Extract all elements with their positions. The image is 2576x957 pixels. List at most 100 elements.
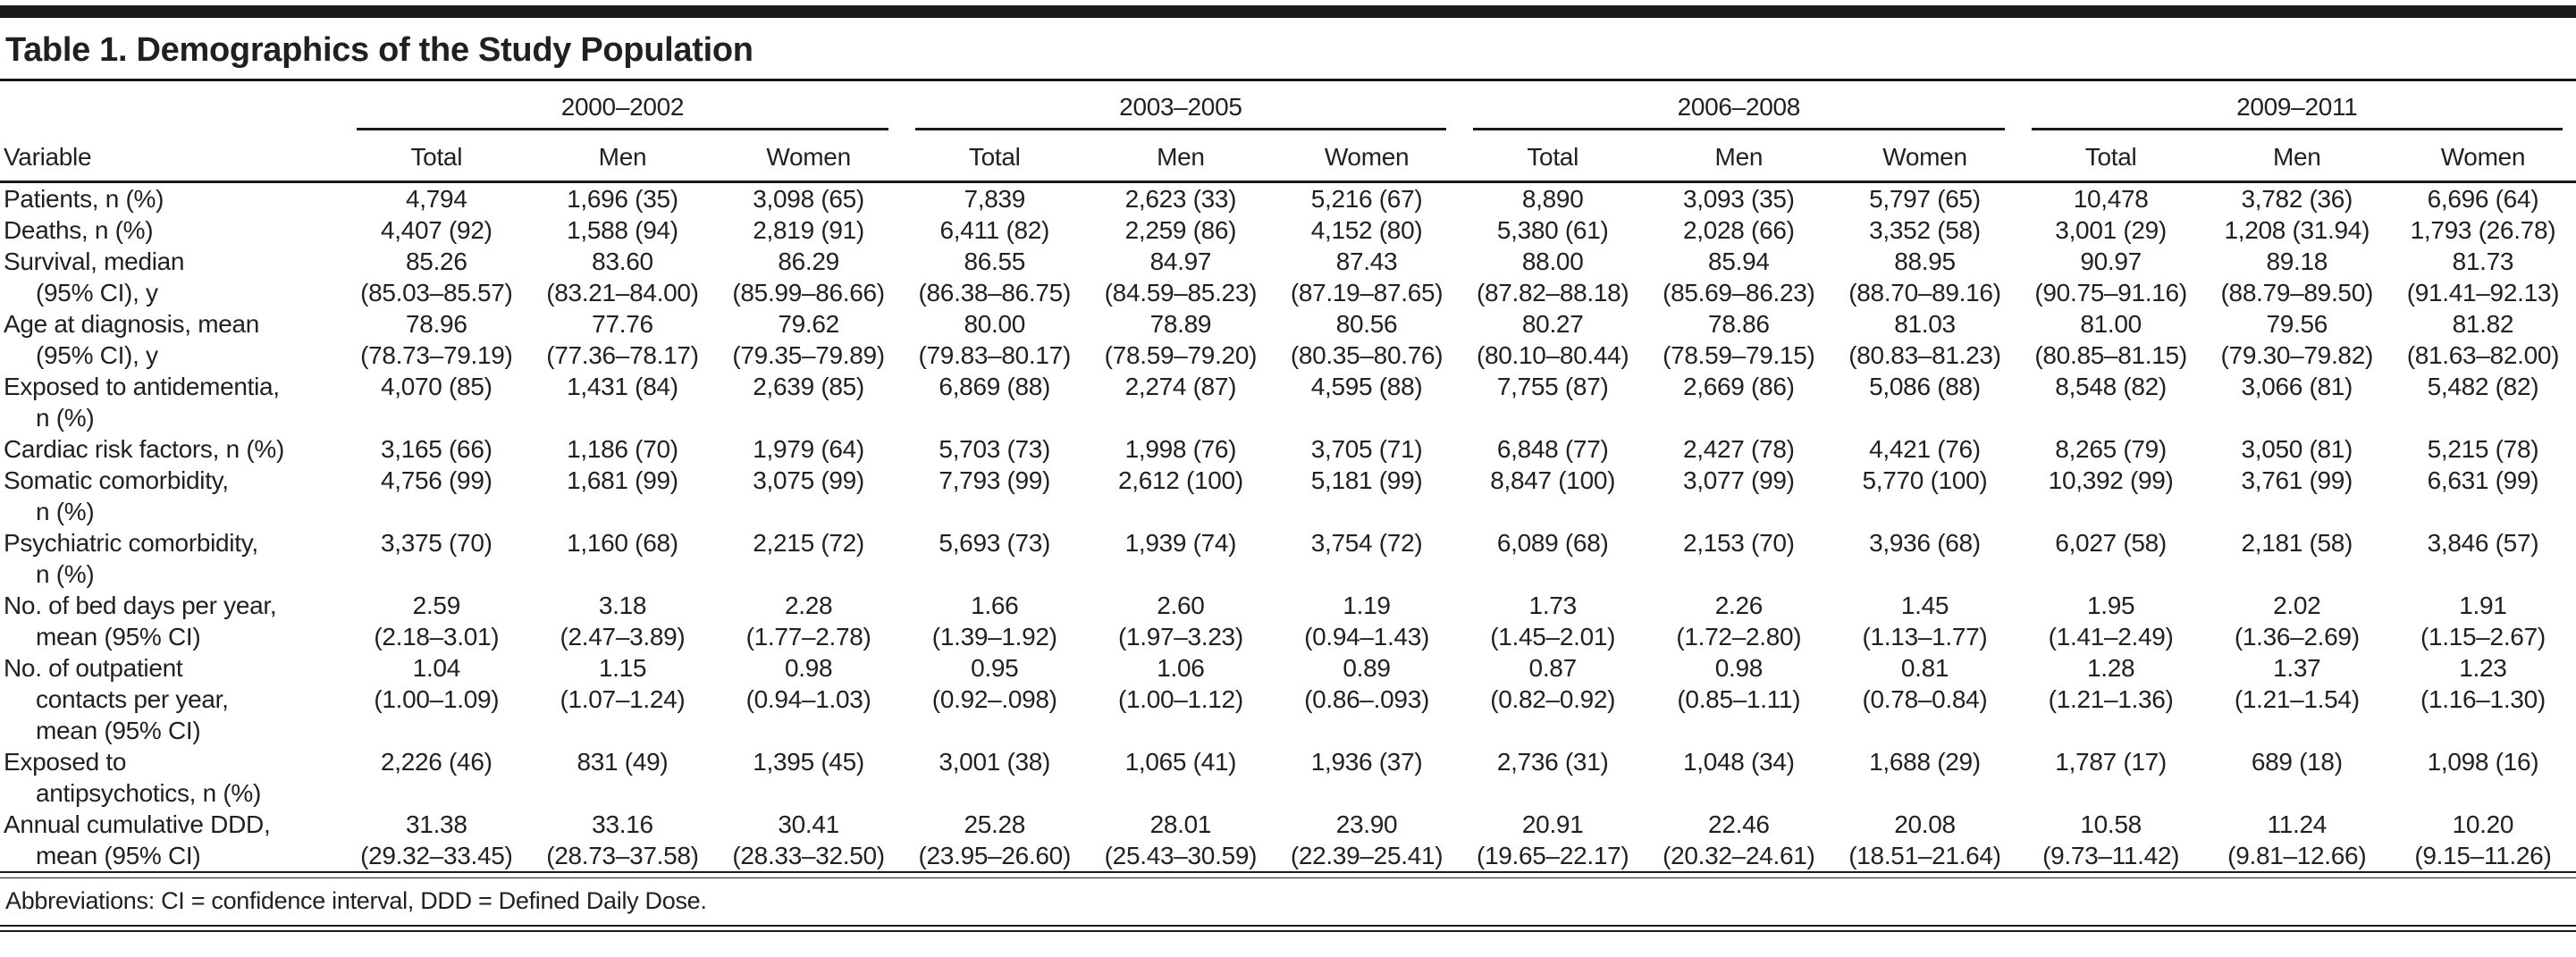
table-cell: 80.56 (80.35–80.76)	[1274, 308, 1460, 371]
table-cell: 1,208 (31.94)	[2204, 214, 2390, 246]
cell-ci: (2.47–3.89)	[560, 623, 686, 651]
cell-value: 5,482 (82)	[2427, 373, 2539, 400]
cell-value: 3,075 (99)	[753, 466, 864, 494]
cell-value: 6,089 (68)	[1496, 529, 1609, 557]
cell-value: 86.29	[778, 248, 839, 275]
cell-ci: (2.18–3.01)	[374, 623, 500, 651]
table-cell: 7,839	[902, 182, 1088, 215]
table-cell: 5,216 (67)	[1274, 182, 1460, 215]
cell-ci: (1.21–1.36)	[2048, 685, 2174, 713]
cell-value: 6,848 (77)	[1496, 435, 1609, 463]
table-cell: 2,259 (86)	[1088, 214, 1274, 246]
table-cell: 28.01 (25.43–30.59)	[1088, 809, 1274, 871]
table-cell: 3,375 (70)	[343, 527, 529, 590]
table-cell: 2,669 (86)	[1646, 371, 1831, 433]
table-cell: 1.04 (1.00–1.09)	[343, 652, 529, 746]
cell-value: 5,216 (67)	[1310, 185, 1423, 213]
table-cell: 3.18 (2.47–3.89)	[529, 590, 715, 652]
table-row: Deaths, n (%) 4,407 (92) 1,588 (94) 2,819 (…	[0, 214, 2576, 246]
row-label: Exposed to antidementia, n (%)	[0, 371, 343, 433]
cell-value: 689 (18)	[2251, 748, 2343, 776]
cell-value: 1.06	[1157, 654, 1205, 682]
cell-value: 3.18	[598, 592, 647, 619]
table-cell: 3,754 (72)	[1274, 527, 1460, 590]
cell-value: 33.16	[592, 810, 653, 838]
cell-value: 1,208 (31.94)	[2224, 216, 2370, 244]
table-cell: 1,936 (37)	[1274, 746, 1460, 809]
cell-value: 2,623 (33)	[1124, 185, 1237, 213]
cell-value: 2,427 (78)	[1683, 435, 1795, 463]
table-cell: 8,265 (79)	[2018, 433, 2204, 465]
cell-value: 8,265 (79)	[2055, 435, 2167, 463]
table-cell: 8,548 (82)	[2018, 371, 2204, 433]
cell-ci: (9.73–11.42)	[2042, 842, 2180, 869]
cell-value: 2.28	[784, 592, 833, 619]
table-cell: 30.41 (28.33–32.50)	[716, 809, 902, 871]
table-cell: 3,782 (36)	[2204, 182, 2390, 215]
table-cell: 1.73 (1.45–2.01)	[1460, 590, 1646, 652]
table-cell: 78.96 (78.73–79.19)	[343, 308, 529, 371]
table-cell: 87.43 (87.19–87.65)	[1274, 246, 1460, 308]
table-cell: 2,153 (70)	[1646, 527, 1831, 590]
cell-value: 79.56	[2266, 310, 2328, 338]
cell-value: 81.00	[2080, 310, 2142, 338]
demographics-table: 2000–2002 2003–2005 2006–2008 2009–2011 …	[0, 81, 2576, 871]
table-cell: 4,794	[343, 182, 529, 215]
row-label-line: Psychiatric comorbidity,	[4, 529, 258, 557]
cell-ci: (91.41–92.13)	[2406, 279, 2560, 306]
cell-value: 1,936 (37)	[1310, 748, 1423, 776]
cell-value: 3,782 (36)	[2241, 185, 2353, 213]
cell-value: 0.89	[1343, 654, 1391, 682]
cell-value: 1,048 (34)	[1683, 748, 1795, 776]
table-cell: 3,050 (81)	[2204, 433, 2390, 465]
cell-ci: (78.59–79.15)	[1663, 341, 1815, 369]
table-cell: 78.89 (78.59–79.20)	[1088, 308, 1274, 371]
cell-ci: (78.73–79.19)	[360, 341, 513, 369]
cell-value: 2,639 (85)	[753, 373, 864, 400]
cell-value: 1.23	[2459, 654, 2507, 682]
cell-value: 6,027 (58)	[2055, 529, 2167, 557]
cell-value: 6,631 (99)	[2427, 466, 2539, 494]
table-cell: 5,797 (65)	[1831, 182, 2017, 215]
table-cell: 2.02 (1.36–2.69)	[2204, 590, 2390, 652]
cell-ci: (1.16–1.30)	[2420, 685, 2546, 713]
table-cell: 3,066 (81)	[2204, 371, 2390, 433]
table-cell: 0.98 (0.85–1.11)	[1646, 652, 1831, 746]
cell-value: 1,696 (35)	[567, 185, 678, 213]
table-row: Patients, n (%) 4,794 1,696 (35) 3,098 (65)…	[0, 182, 2576, 215]
cell-value: 3,077 (99)	[1683, 466, 1795, 494]
table-cell: 8,890	[1460, 182, 1646, 215]
row-label: No. of bed days per year, mean (95% CI)	[0, 590, 343, 652]
table-cell: 85.26 (85.03–85.57)	[343, 246, 529, 308]
cell-value: 10,478	[2073, 185, 2149, 213]
row-label-line: mean (95% CI)	[36, 717, 201, 744]
cell-value: 8,890	[1521, 185, 1584, 213]
table-cell: 2,215 (72)	[716, 527, 902, 590]
table-cell: 80.27 (80.10–80.44)	[1460, 308, 1646, 371]
cell-value: 4,407 (92)	[380, 216, 492, 244]
table-row: Age at diagnosis, mean (95% CI), y 78.96 (7…	[0, 308, 2576, 371]
table-row: Survival, median (95% CI), y 85.26 (85.03–8…	[0, 246, 2576, 308]
table-cell: 81.73 (91.41–92.13)	[2390, 246, 2576, 308]
cell-ci: (88.79–89.50)	[2220, 279, 2374, 306]
cell-ci: (79.35–79.89)	[732, 341, 885, 369]
table-cell: 81.82 (81.63–82.00)	[2390, 308, 2576, 371]
cell-ci: (77.36–78.17)	[546, 341, 699, 369]
table-cell: 6,027 (58)	[2018, 527, 2204, 590]
cell-value: 5,797 (65)	[1869, 185, 1981, 213]
cell-value: 81.73	[2452, 248, 2514, 275]
cell-value: 4,595 (88)	[1310, 373, 1423, 400]
cell-value: 1,431 (84)	[567, 373, 678, 400]
cell-value: 84.97	[1149, 248, 1212, 275]
table-cell: 2,427 (78)	[1646, 433, 1831, 465]
table-cell: 1,696 (35)	[529, 182, 715, 215]
cell-value: 5,086 (88)	[1869, 373, 1981, 400]
table-cell: 0.81 (0.78–0.84)	[1831, 652, 2017, 746]
cell-ci: (1.07–1.24)	[560, 685, 686, 713]
table-row: Exposed to antipsychotics, n (%) 2,226 (46…	[0, 746, 2576, 809]
cell-ci: (85.99–86.66)	[732, 279, 885, 306]
year-group-label: 2003–2005	[914, 92, 1447, 130]
table-cell: 6,411 (82)	[902, 214, 1088, 246]
cell-value: 2,153 (70)	[1683, 529, 1795, 557]
